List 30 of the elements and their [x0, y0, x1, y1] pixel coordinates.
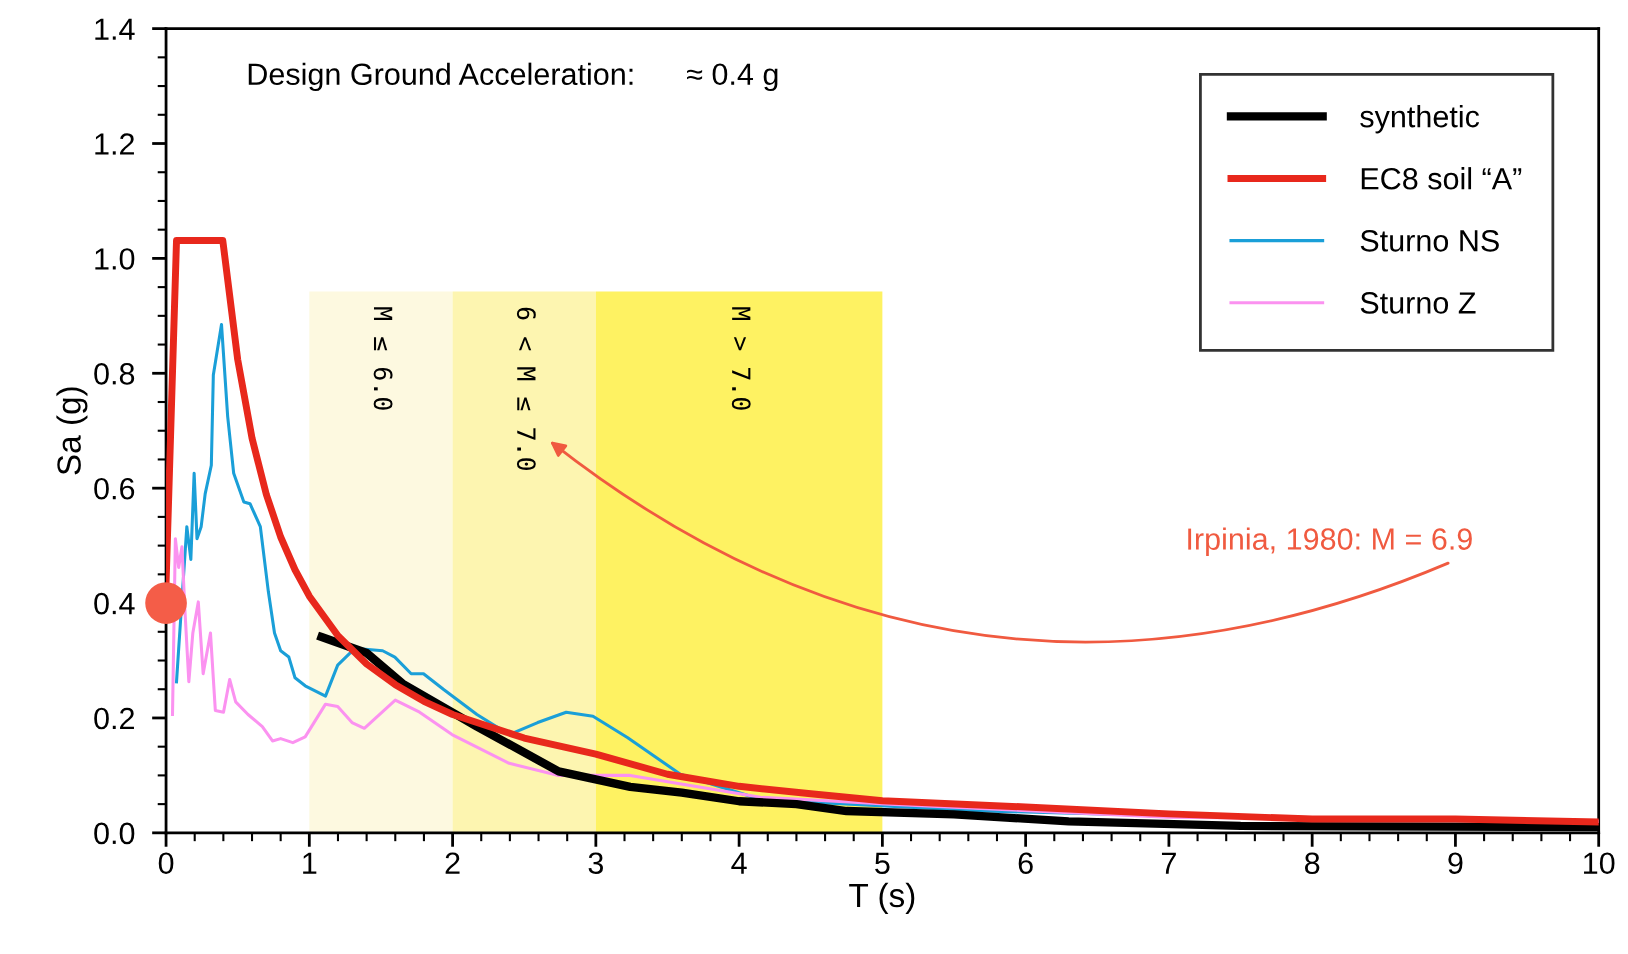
legend-label: synthetic: [1360, 105, 1480, 134]
y-tick-label: 0.8: [94, 363, 135, 385]
legend-label: Sturno Z: [1360, 292, 1476, 314]
x-tick-label: 2: [445, 852, 460, 874]
y-tick-label: 0.2: [94, 707, 134, 730]
y-tick-label: 0.0: [94, 822, 135, 845]
annotation: Design Ground Acceleration: ≈ 0.4 g: [248, 62, 778, 92]
legend-label: EC8 soil “A”: [1361, 167, 1522, 190]
y-axis-title: Sa (g): [56, 387, 88, 475]
x-tick-label: 9: [1448, 852, 1463, 875]
band-label: M > 7.0: [731, 307, 751, 410]
x-tick-label: 1: [303, 852, 317, 874]
band-label: 6 < M ≤ 7.0: [516, 307, 536, 471]
x-tick-label: 4: [731, 852, 747, 874]
x-tick-label: 7: [1161, 852, 1176, 874]
x-tick-label: 5: [875, 852, 890, 875]
annotation: Irpinia, 1980: M = 6.9: [1188, 527, 1472, 556]
x-tick-label: 10: [1584, 852, 1615, 875]
x-tick-label: 0: [158, 852, 174, 875]
y-tick-label: 1.2: [95, 133, 134, 155]
band-label: M ≤ 6.0: [373, 307, 393, 410]
x-tick-label: 3: [588, 852, 603, 875]
x-tick-label: 8: [1305, 852, 1320, 875]
y-tick-label: 1.0: [95, 248, 135, 270]
x-axis-title: T (s): [849, 882, 915, 914]
x-tick-label: 6: [1018, 852, 1033, 875]
y-tick-label: 1.4: [95, 18, 135, 40]
legend-label: Sturno NS: [1360, 230, 1499, 252]
y-tick-label: 0.4: [94, 592, 135, 615]
y-tick-label: 0.6: [94, 477, 135, 500]
